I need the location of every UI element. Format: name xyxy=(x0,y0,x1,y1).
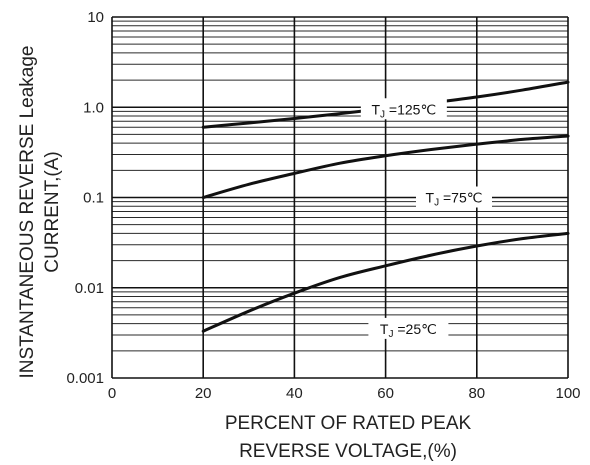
x-tick-label: 100 xyxy=(555,385,580,402)
y-tick-label: 10 xyxy=(87,9,104,26)
curve-label-1: TJ =75℃ xyxy=(426,190,483,209)
curve-labels: TJ =125℃ TJ =75℃ TJ =25℃ xyxy=(360,98,492,340)
y-axis-title-line1: INSTANTANEOUS REVERSE Leakage xyxy=(17,46,38,379)
y-tick-label: 0.001 xyxy=(66,370,104,387)
y-tick-label: 0.01 xyxy=(75,280,104,297)
plot-grid xyxy=(111,16,569,379)
curve-label-bg xyxy=(368,317,449,339)
x-tick-label: 80 xyxy=(468,385,485,402)
tick-labels: 0 20 40 60 80 100 0.001 0.01 0.1 1.0 10 xyxy=(66,9,580,402)
series-line-1 xyxy=(201,134,570,199)
x-axis-title-line1: PERCENT OF RATED PEAK xyxy=(225,413,472,434)
y-tick-label: 0.1 xyxy=(83,190,104,207)
curve-label-bg xyxy=(416,186,492,208)
x-tick-label: 0 xyxy=(108,385,116,402)
curve-label-0: TJ =125℃ xyxy=(371,101,436,120)
x-tick-label: 60 xyxy=(377,385,394,402)
x-tick-label: 20 xyxy=(195,385,212,402)
y-tick-label: 1.0 xyxy=(83,99,104,116)
y-axis-title-line2: CURRENT,(A) xyxy=(42,151,63,272)
curve-label-bg xyxy=(360,98,447,120)
series-line-2 xyxy=(201,231,570,333)
x-tick-label: 40 xyxy=(286,385,303,402)
x-axis-title-line2: REVERSE VOLTAGE,(%) xyxy=(239,441,457,462)
curve-label-2: TJ =25℃ xyxy=(380,321,437,340)
